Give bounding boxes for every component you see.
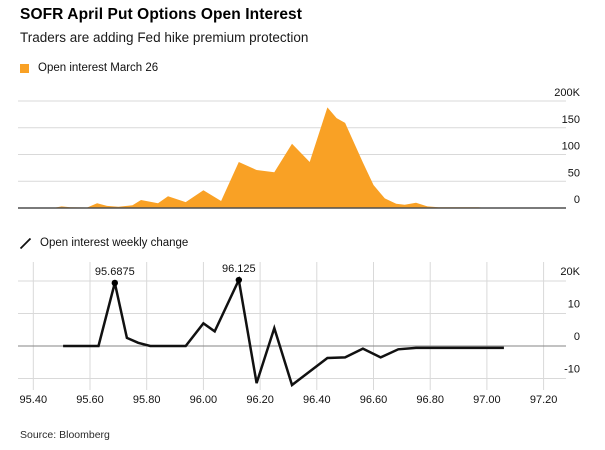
legend-open-interest: Open interest March 26 (20, 62, 158, 74)
x-axis-label: 96.80 (416, 394, 444, 406)
annotation-dot (235, 276, 243, 284)
line-series-icon (19, 237, 32, 249)
x-axis-label: 96.20 (246, 394, 274, 406)
annotation-label: 95.6875 (95, 266, 135, 278)
y-axis-label: 150 (562, 114, 580, 126)
y-axis-label: 20K (560, 266, 580, 278)
legend-weekly-change-label: Open interest weekly change (40, 237, 189, 249)
y-axis-label: -10 (564, 364, 580, 376)
y-axis-label: 0 (574, 331, 580, 343)
x-axis-label: 95.60 (76, 394, 104, 406)
x-axis-label: 95.40 (20, 394, 48, 406)
orange-square-icon (20, 63, 29, 73)
weekly-change-line (63, 275, 504, 388)
legend-open-interest-label: Open interest March 26 (38, 62, 159, 74)
y-axis-label: 50 (568, 167, 580, 179)
x-axis-label: 96.00 (190, 394, 218, 406)
x-axis-label: 96.40 (303, 394, 331, 406)
annotation-dot (111, 279, 119, 287)
y-axis-label: 0 (574, 194, 580, 206)
x-axis-label: 96.60 (360, 394, 388, 406)
source-label: Source: Bloomberg (20, 429, 110, 441)
x-axis-label: 97.20 (530, 394, 558, 406)
page-title: SOFR April Put Options Open Interest (20, 6, 303, 23)
y-axis-label: 10 (568, 299, 580, 311)
y-axis-label: 200K (554, 87, 580, 99)
x-axis-label: 97.00 (473, 394, 501, 406)
legend-weekly-change: Open interest weekly change (19, 237, 189, 249)
annotation-label: 96.125 (222, 263, 256, 275)
x-axis-label: 95.80 (133, 394, 161, 406)
chart-subtitle: Traders are adding Fed hike premium prot… (20, 30, 309, 45)
open-interest-area (53, 107, 487, 208)
y-axis-label: 100 (562, 141, 580, 153)
